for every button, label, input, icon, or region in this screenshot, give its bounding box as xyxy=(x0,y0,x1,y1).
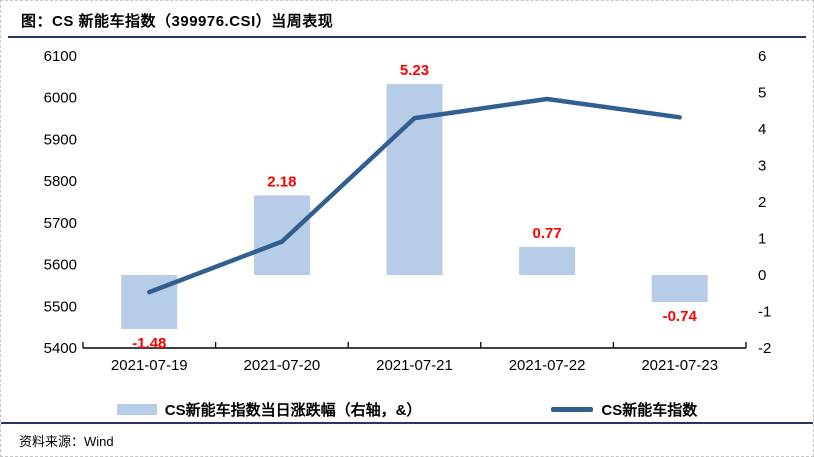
bar-series-legend-label: CS新能车指数当日涨跌幅（右轴，&） xyxy=(164,401,422,419)
right-axis-tick-label: 6 xyxy=(758,48,766,65)
left-axis-tick-label: 5400 xyxy=(44,340,77,357)
line-series-swatch-icon xyxy=(551,406,594,412)
left-axis-tick-label: 5700 xyxy=(44,215,77,232)
bar-value-label: 0.77 xyxy=(532,225,561,242)
source-label: 资料来源：Wind xyxy=(19,434,114,449)
bar-value-label: -1.48 xyxy=(132,335,166,352)
left-axis-tick-label: 5600 xyxy=(44,257,77,274)
bar xyxy=(519,246,576,275)
bar xyxy=(386,84,443,275)
x-category-label: 2021-07-22 xyxy=(509,357,586,374)
right-axis-tick-label: 0 xyxy=(758,267,766,284)
legend-item-line-series: CS新能车指数 xyxy=(551,399,697,420)
bar-value-label: 5.23 xyxy=(400,62,429,79)
bar-value-label: -0.74 xyxy=(663,308,698,325)
right-axis-tick-label: 1 xyxy=(758,231,766,248)
bar-series-swatch-icon xyxy=(116,403,157,415)
left-axis-tick-label: 6100 xyxy=(44,48,77,65)
left-axis-tick-label: 5500 xyxy=(44,298,77,315)
footer-divider xyxy=(1,422,813,424)
x-category-label: 2021-07-20 xyxy=(244,357,321,374)
left-axis-tick-label: 6000 xyxy=(44,90,77,107)
right-axis-tick-label: 2 xyxy=(758,194,766,211)
source-row: 资料来源：Wind xyxy=(1,424,813,456)
title-divider xyxy=(8,36,806,38)
line-series-legend-label: CS新能车指数 xyxy=(601,401,698,419)
right-axis-tick-label: 4 xyxy=(758,121,766,138)
bar xyxy=(253,195,310,275)
right-axis-tick-label: 5 xyxy=(758,85,766,102)
bar xyxy=(651,275,708,303)
chart-area: 6100 6000 5900 5800 5700 5600 5500 5400 6 5 4 3 2 1 0 -… xyxy=(1,38,813,395)
x-category-label: 2021-07-23 xyxy=(641,357,718,374)
x-category-label: 2021-07-19 xyxy=(111,357,188,374)
figure-title: 图：CS 新能车指数（399976.CSI）当周表现 xyxy=(21,13,334,30)
chart-legend: CS新能车指数当日涨跌幅（右轴，&） CS新能车指数 xyxy=(1,396,813,422)
bar-value-label: 2.18 xyxy=(267,173,296,190)
figure-title-row: 图：CS 新能车指数（399976.CSI）当周表现 xyxy=(1,1,813,36)
right-axis-tick-label: 3 xyxy=(758,158,766,175)
left-axis-tick-label: 5800 xyxy=(44,173,77,190)
x-category-label: 2021-07-21 xyxy=(376,357,453,374)
legend-item-bar-series: CS新能车指数当日涨跌幅（右轴，&） xyxy=(116,399,422,420)
left-axis-tick-label: 5900 xyxy=(44,131,77,148)
right-axis-tick-label: -2 xyxy=(758,340,771,357)
index-line xyxy=(147,96,682,295)
combo-chart: 6100 6000 5900 5800 5700 5600 5500 5400 6 5 4 3 2 1 0 -… xyxy=(44,48,772,374)
right-axis-tick-label: -1 xyxy=(758,304,771,321)
